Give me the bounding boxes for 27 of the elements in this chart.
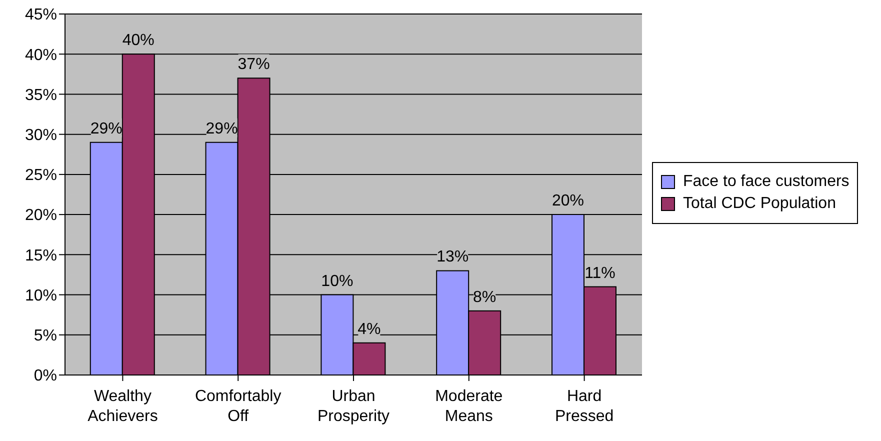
data-label: 20%	[552, 192, 584, 210]
y-tick-label: 35%	[24, 86, 57, 104]
y-tick-label: 0%	[34, 368, 57, 385]
data-label: 40%	[122, 32, 154, 50]
x-tick-label: Moderate Means	[435, 388, 503, 425]
data-label: 11%	[584, 264, 616, 282]
data-label: 4%	[358, 320, 381, 338]
y-tick-label: 40%	[24, 46, 57, 64]
y-tick-label: 30%	[24, 127, 57, 144]
y-tick-label: 20%	[24, 207, 57, 224]
y-tick-label: 25%	[24, 167, 57, 184]
data-label: 13%	[436, 248, 469, 266]
x-tick-label: Comfortably Off	[194, 388, 282, 425]
y-tick-label: 45%	[24, 6, 57, 24]
data-label: 29%	[206, 120, 238, 138]
data-label: 10%	[321, 272, 354, 290]
x-tick-label: Hard Pressed	[554, 388, 614, 425]
data-label: 37%	[238, 56, 270, 74]
y-tick-label: 5%	[34, 328, 57, 345]
x-tick-label: Wealthy Achievers	[88, 388, 158, 425]
y-tick-label: 15%	[24, 247, 57, 264]
y-tick-label: 10%	[24, 287, 57, 304]
data-label: 8%	[473, 288, 496, 306]
data-label: 29%	[90, 120, 122, 138]
legend-label: Total CDC Population	[683, 195, 836, 213]
legend-label: Face to face customers	[683, 173, 850, 191]
x-tick-label: Urban Prosperity	[317, 388, 390, 425]
